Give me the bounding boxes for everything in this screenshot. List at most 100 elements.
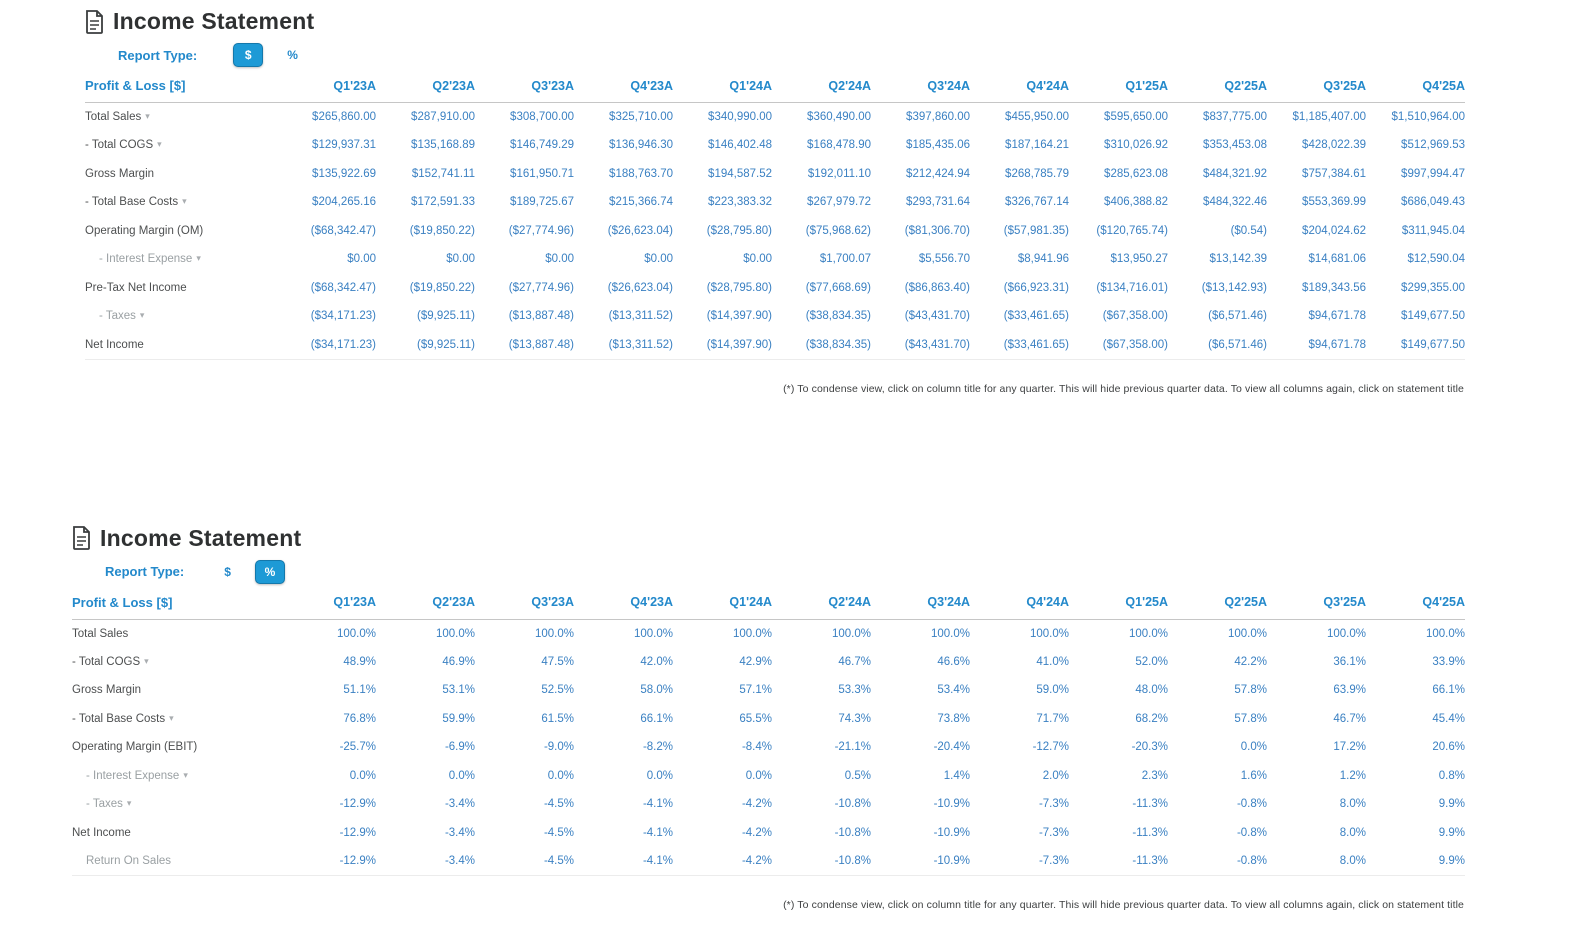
row-label-interest-expense[interactable]: - Interest Expense ▾ xyxy=(85,245,277,274)
value-cell: -9.0% xyxy=(543,741,574,754)
statement-title[interactable]: Income Statement xyxy=(113,8,315,34)
value-cell: 53.3% xyxy=(838,684,871,697)
value-cell: $553,369.99 xyxy=(1302,196,1366,209)
value-cell: 63.9% xyxy=(1333,684,1366,697)
column-header-q1-24a[interactable]: Q1'24A xyxy=(673,590,772,620)
column-header-q3-25a[interactable]: Q3'25A xyxy=(1267,74,1366,103)
column-header-q2-25a[interactable]: Q2'25A xyxy=(1168,74,1267,103)
value-cell: -0.8% xyxy=(1236,798,1267,811)
column-header-q2-23a[interactable]: Q2'23A xyxy=(376,590,475,620)
statement-title-row[interactable]: Income Statement xyxy=(72,525,1580,552)
expand-caret-icon[interactable]: ▾ xyxy=(183,769,188,780)
row-label-total-base-costs[interactable]: - Total Base Costs ▾ xyxy=(72,705,277,734)
report-type-toggle-group: $% xyxy=(220,559,285,584)
statement-title[interactable]: Income Statement xyxy=(100,524,302,551)
column-header-q2-25a[interactable]: Q2'25A xyxy=(1168,590,1267,620)
value-cell: $12,590.04 xyxy=(1407,253,1465,266)
column-header-q4-24a[interactable]: Q4'24A xyxy=(970,74,1069,103)
document-icon xyxy=(73,526,90,550)
value-cell: 53.4% xyxy=(937,684,970,697)
column-header-q4-24a[interactable]: Q4'24A xyxy=(970,590,1069,620)
column-header-q1-25a[interactable]: Q1'25A xyxy=(1069,590,1168,620)
row-label-total-cogs[interactable]: - Total COGS ▾ xyxy=(85,131,277,160)
row-label-taxes[interactable]: - Taxes ▾ xyxy=(72,790,277,819)
column-header-q3-23a[interactable]: Q3'23A xyxy=(475,590,574,620)
column-header-q1-25a[interactable]: Q1'25A xyxy=(1069,74,1168,103)
report-type-toggle-percent[interactable]: % xyxy=(254,559,285,584)
value-cell: -7.3% xyxy=(1038,826,1069,839)
expand-caret-icon[interactable]: ▾ xyxy=(126,798,132,809)
expand-caret-icon[interactable]: ▾ xyxy=(169,712,174,723)
value-cell: 41.0% xyxy=(1036,655,1069,668)
value-cell: ($67,358.00) xyxy=(1069,330,1168,360)
column-header-q4-23a[interactable]: Q4'23A xyxy=(574,590,673,620)
expand-caret-icon[interactable]: ▾ xyxy=(139,310,145,321)
value-cell: $837,775.00 xyxy=(1203,111,1267,123)
column-header-q4-25a[interactable]: Q4'25A xyxy=(1366,74,1465,103)
value-cell: 66.1% xyxy=(640,712,673,725)
expand-caret-icon[interactable]: ▾ xyxy=(182,196,187,207)
value-cell: 51.1% xyxy=(343,684,376,697)
table-row-pre-tax-net-income: Pre-Tax Net Income ($68,342.47) ($19,850.2… xyxy=(85,274,1465,303)
condense-view-footnote: (*) To condense view, click on column ti… xyxy=(783,899,1464,911)
value-cell: $299,355.00 xyxy=(1401,281,1465,294)
table-row-net-income: Net Income ($34,171.23) ($9,925.11) ($13,88… xyxy=(85,330,1465,360)
row-label-interest-expense[interactable]: - Interest Expense ▾ xyxy=(72,762,277,791)
value-cell: -3.4% xyxy=(444,826,475,839)
value-cell: -11.3% xyxy=(1069,847,1168,876)
report-type-toggle-dollar[interactable]: $ xyxy=(233,43,264,67)
column-header-q2-24a[interactable]: Q2'24A xyxy=(772,590,871,620)
value-cell: ($34,171.23) xyxy=(277,330,376,360)
value-cell: ($33,461.65) xyxy=(1003,310,1069,323)
value-cell: ($13,887.48) xyxy=(475,330,574,360)
row-label-total-base-costs[interactable]: - Total Base Costs ▾ xyxy=(85,188,277,217)
value-cell: 8.0% xyxy=(1339,798,1366,811)
row-label-taxes[interactable]: - Taxes ▾ xyxy=(85,302,277,331)
value-cell: $1,510,964.00 xyxy=(1391,111,1465,123)
report-type-toggle-group: $% xyxy=(233,43,302,67)
value-cell: $340,990.00 xyxy=(708,111,772,123)
column-header-q4-25a[interactable]: Q4'25A xyxy=(1366,590,1465,620)
column-header-q3-25a[interactable]: Q3'25A xyxy=(1267,590,1366,620)
value-cell: $149,677.50 xyxy=(1401,310,1465,323)
value-cell: $310,026.92 xyxy=(1104,139,1168,152)
value-cell: $204,024.62 xyxy=(1302,224,1366,237)
expand-caret-icon[interactable]: ▾ xyxy=(144,655,149,666)
column-header-q3-23a[interactable]: Q3'23A xyxy=(475,74,574,103)
column-header-q1-23a[interactable]: Q1'23A xyxy=(277,74,376,103)
column-header-q3-24a[interactable]: Q3'24A xyxy=(871,590,970,620)
value-cell: -4.2% xyxy=(741,826,772,839)
value-cell: $686,049.43 xyxy=(1401,196,1465,209)
expand-caret-icon[interactable]: ▾ xyxy=(196,253,201,264)
value-cell: ($38,834.35) xyxy=(772,330,871,360)
value-cell: 53.1% xyxy=(442,684,475,697)
row-label-total-sales[interactable]: Total Sales ▾ xyxy=(85,103,277,132)
value-cell: $14,681.06 xyxy=(1308,253,1366,266)
value-cell: $149,677.50 xyxy=(1366,330,1465,360)
value-cell: ($27,774.96) xyxy=(508,281,574,294)
row-label-net-income: Net Income xyxy=(72,819,277,848)
value-cell: 2.0% xyxy=(1042,769,1069,782)
report-type-toggle-dollar[interactable]: $ xyxy=(224,564,231,579)
value-cell: 36.1% xyxy=(1333,655,1366,668)
report-type-toggle-percent[interactable]: % xyxy=(287,48,298,62)
column-header-q2-23a[interactable]: Q2'23A xyxy=(376,74,475,103)
column-header-q2-24a[interactable]: Q2'24A xyxy=(772,74,871,103)
expand-caret-icon[interactable]: ▾ xyxy=(157,139,162,150)
value-cell: 46.7% xyxy=(1333,712,1366,725)
value-cell: -10.9% xyxy=(871,847,970,876)
column-header-q4-23a[interactable]: Q4'23A xyxy=(574,74,673,103)
value-cell: $595,650.00 xyxy=(1104,111,1168,123)
value-cell: $172,591.33 xyxy=(411,196,475,209)
column-header-q3-24a[interactable]: Q3'24A xyxy=(871,74,970,103)
column-header-q1-23a[interactable]: Q1'23A xyxy=(277,590,376,620)
value-cell: $0.00 xyxy=(545,253,574,266)
value-cell: 45.4% xyxy=(1432,712,1465,725)
statement-title-row[interactable]: Income Statement xyxy=(85,8,1580,35)
column-header-q1-24a[interactable]: Q1'24A xyxy=(673,74,772,103)
value-cell: 46.7% xyxy=(838,655,871,668)
value-cell: $1,185,407.00 xyxy=(1292,111,1366,123)
expand-caret-icon[interactable]: ▾ xyxy=(145,111,150,121)
row-label-text: Total Sales xyxy=(72,627,129,640)
row-label-total-cogs[interactable]: - Total COGS ▾ xyxy=(72,648,277,677)
